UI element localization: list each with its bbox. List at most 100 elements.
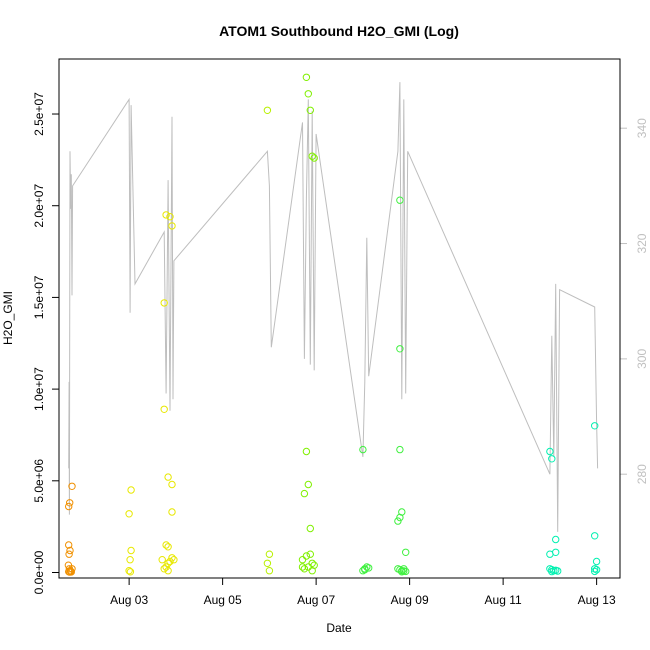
data-point: [65, 550, 73, 558]
secondary-line: [68, 82, 599, 532]
chart-title: ATOM1 Southbound H2O_GMI (Log): [219, 23, 459, 39]
data-point: [304, 480, 312, 489]
y2-tick-label: 300: [635, 349, 649, 369]
data-point: [164, 543, 172, 551]
data-point: [158, 556, 166, 564]
data-point: [396, 445, 404, 454]
data-point: [304, 90, 312, 98]
data-point: [304, 563, 312, 571]
data-point: [168, 222, 176, 230]
line-layer: [68, 82, 599, 532]
data-point: [166, 557, 174, 566]
y-axis-label: H2O_GMI: [1, 291, 15, 345]
data-point: [67, 567, 75, 576]
data-point: [361, 566, 369, 574]
data-point: [400, 565, 408, 573]
y2-tick-label: 340: [635, 118, 649, 138]
x-tick-label: Aug 05: [204, 593, 242, 607]
data-point: [168, 508, 176, 516]
data-point: [263, 559, 272, 567]
scatter-series: [125, 211, 178, 576]
data-point: [548, 455, 556, 463]
data-point: [125, 510, 133, 518]
data-point: [127, 486, 135, 494]
data-point: [310, 154, 318, 162]
data-point: [263, 106, 272, 115]
data-point: [396, 345, 404, 353]
data-point: [308, 559, 316, 567]
data-point: [396, 196, 404, 204]
data-point: [168, 480, 176, 489]
data-point: [546, 447, 554, 456]
data-point: [164, 559, 172, 567]
data-point: [302, 73, 311, 82]
y-tick-label: 2.5e+07: [32, 92, 46, 136]
data-point: [298, 556, 307, 564]
data-point: [302, 447, 311, 456]
data-point: [127, 546, 135, 555]
x-tick-label: Aug 09: [391, 593, 429, 607]
data-point: [160, 565, 168, 573]
data-point: [548, 567, 556, 576]
x-tick-label: Aug 11: [485, 593, 522, 607]
data-point: [302, 552, 311, 560]
scatter-series: [546, 422, 601, 576]
data-point: [394, 517, 402, 525]
data-point: [300, 565, 309, 573]
data-point: [265, 550, 274, 558]
y2-tick-label: 280: [635, 464, 649, 484]
data-point: [396, 513, 404, 522]
data-point: [66, 568, 74, 576]
scatter-series: [263, 106, 274, 575]
data-point: [306, 550, 314, 558]
data-point: [164, 473, 172, 481]
data-point: [160, 405, 168, 413]
data-point: [591, 422, 599, 430]
y-tick-label: 2.0e+07: [32, 184, 46, 228]
data-point: [308, 567, 316, 575]
data-point: [170, 556, 178, 564]
y2-tick-label: 320: [635, 233, 649, 253]
x-axis-label: Date: [326, 621, 352, 635]
scatter-series: [298, 73, 318, 575]
data-point: [66, 546, 74, 555]
x-tick-label: Aug 07: [297, 593, 335, 607]
y-tick-label: 0.0e+00: [32, 550, 46, 594]
data-point: [66, 499, 74, 507]
data-point: [552, 535, 560, 544]
point-layer: [64, 73, 601, 576]
data-point: [298, 563, 307, 571]
data-point: [359, 445, 367, 454]
data-point: [592, 557, 601, 566]
y-tick-label: 1.0e+07: [32, 367, 46, 411]
data-point: [306, 106, 314, 115]
data-point: [365, 564, 373, 572]
data-point: [125, 567, 133, 575]
data-point: [160, 299, 168, 307]
data-point: [68, 482, 76, 490]
data-point: [308, 152, 316, 160]
y-tick-label: 1.5e+07: [32, 275, 46, 319]
data-point: [65, 502, 73, 511]
data-point: [164, 567, 172, 575]
data-point: [168, 554, 176, 562]
data-point: [126, 568, 135, 576]
data-point: [166, 213, 174, 221]
data-point: [591, 567, 599, 576]
data-point: [300, 489, 309, 498]
data-point: [402, 548, 410, 556]
data-point: [65, 541, 73, 549]
data-point: [162, 563, 170, 571]
data-point: [591, 532, 599, 540]
scatter-series: [359, 196, 410, 576]
x-tick-label: Aug 13: [578, 593, 616, 607]
x-tick-label: Aug 03: [110, 593, 148, 607]
data-point: [306, 524, 314, 533]
data-point: [162, 211, 170, 219]
y-tick-label: 5.0e+06: [32, 459, 46, 503]
plot-frame: [58, 58, 621, 579]
data-point: [552, 548, 560, 556]
data-point: [265, 567, 274, 575]
